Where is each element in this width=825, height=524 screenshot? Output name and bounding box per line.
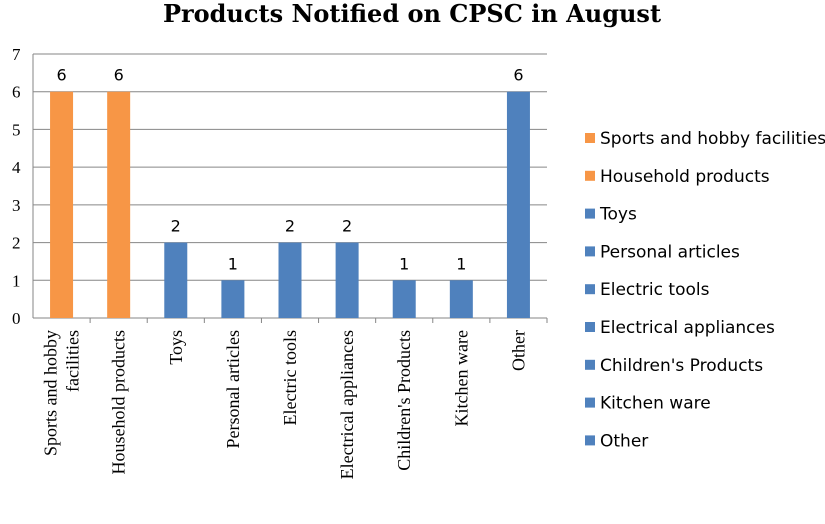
bar [449, 280, 473, 318]
legend-swatch [585, 170, 595, 181]
legend-label: Other [600, 431, 648, 451]
legend-swatch [585, 359, 595, 370]
x-tick-label: Toys [166, 330, 186, 365]
data-label: 6 [56, 66, 66, 85]
legend-swatch [585, 322, 595, 332]
bar [164, 242, 188, 318]
x-tick-label-line: facilities [63, 330, 83, 392]
legend-label: Electric tools [600, 280, 710, 300]
data-label: 6 [114, 66, 124, 85]
x-tick-label-line: Children's Products [394, 330, 414, 471]
x-tick-label-line: Household products [109, 330, 129, 474]
data-label: 2 [285, 217, 295, 236]
bar [335, 242, 359, 318]
x-tick-label-line: Electric tools [280, 330, 300, 425]
bar [50, 91, 74, 318]
plot-area: 0 1 2 3 4 5 6 7 6 Sports and hobby facilities 6 Hous… [12, 45, 548, 479]
legend-swatch [585, 284, 595, 295]
y-tick-label: 3 [12, 196, 21, 215]
x-tick-label-line: Sports and hobby [41, 330, 61, 456]
bar [392, 280, 416, 318]
x-tick-label-line: Other [508, 330, 528, 371]
x-tick-label: Sports and hobby facilities [41, 330, 83, 456]
x-tick-label: Electrical appliances [337, 330, 357, 479]
bar [506, 91, 530, 318]
legend-swatch [585, 208, 595, 219]
legend-label: Sports and hobby facilities [600, 129, 825, 149]
bar [221, 280, 245, 318]
y-tick-label: 4 [12, 158, 21, 177]
data-label: 2 [342, 217, 352, 236]
legend: Sports and hobby facilities Household pro… [585, 129, 825, 451]
x-tick-label-line: Personal articles [223, 330, 243, 448]
legend-label: Toys [599, 205, 637, 225]
legend-label: Electrical appliances [600, 318, 775, 338]
data-label: 1 [228, 254, 238, 273]
y-tick-label: 6 [12, 83, 21, 102]
x-tick-label: Household products [109, 330, 129, 474]
y-tick-label: 0 [12, 309, 21, 328]
x-tick-label-line: Toys [166, 330, 186, 365]
x-tick-label: Other [508, 330, 528, 371]
bar [107, 91, 131, 318]
bar [278, 242, 302, 318]
legend-swatch [585, 397, 595, 408]
legend-swatch [585, 246, 595, 257]
y-tick-label: 7 [12, 45, 21, 64]
data-label: 2 [171, 217, 181, 236]
legend-label: Household products [600, 167, 770, 187]
x-tick-label: Children's Products [394, 330, 414, 471]
y-tick-label: 2 [12, 234, 21, 253]
data-label: 1 [399, 254, 409, 273]
x-tick-label-line: Kitchen ware [451, 330, 471, 426]
x-tick-label-line: Electrical appliances [337, 330, 357, 479]
data-label: 6 [513, 66, 523, 85]
legend-label: Personal articles [600, 242, 740, 262]
x-tick-label: Electric tools [280, 330, 300, 425]
chart-title: Products Notified on CPSC in August [163, 0, 661, 28]
legend-label: Kitchen ware [600, 394, 711, 414]
y-tick-label: 5 [12, 120, 21, 139]
x-tick-label: Personal articles [223, 330, 243, 448]
legend-swatch [585, 133, 595, 143]
y-tick-label: 1 [12, 271, 21, 290]
legend-swatch [585, 435, 595, 446]
legend-label: Children's Products [600, 356, 763, 376]
x-tick-label: Kitchen ware [451, 330, 471, 426]
data-label: 1 [456, 254, 466, 273]
